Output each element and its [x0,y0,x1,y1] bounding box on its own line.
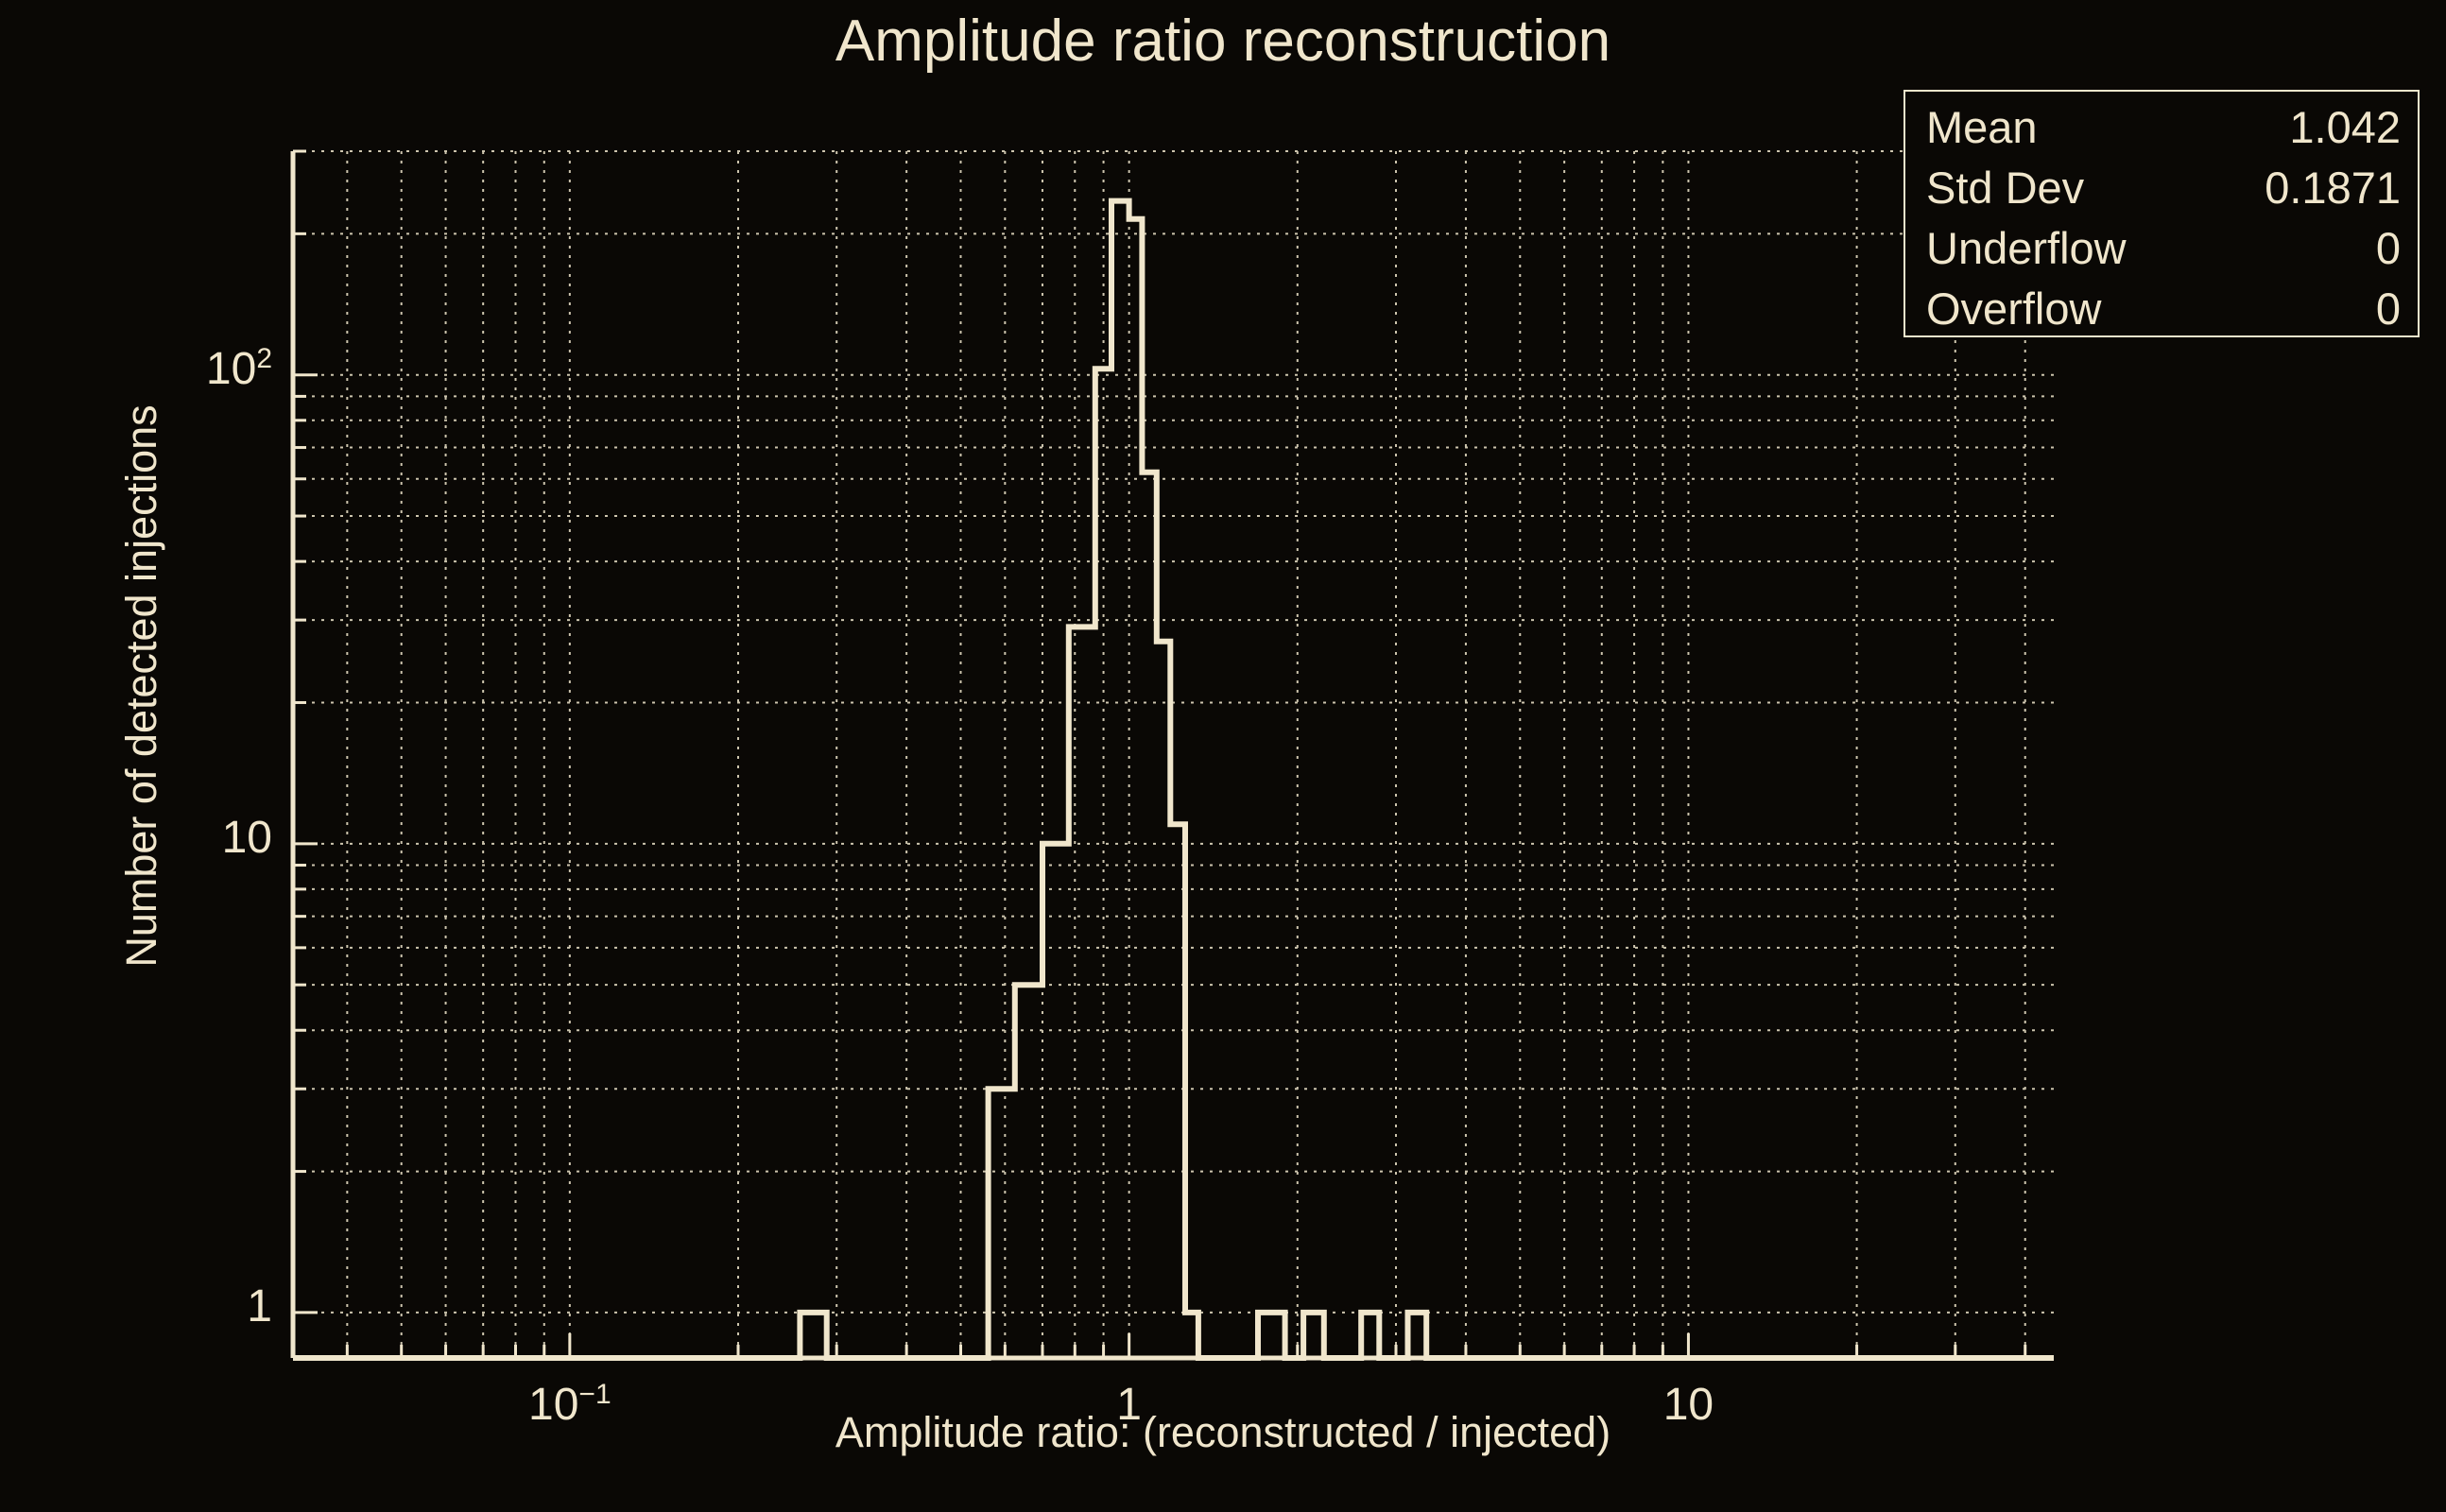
statistics-box: Mean 1.042 Std Dev 0.1871 Underflow 0 Ov… [1903,90,2420,337]
stat-row: Mean 1.042 [1926,97,2401,158]
y-tick-label-1: 10 [221,812,272,863]
x-tick-label-0: 10−1 [528,1379,612,1430]
stat-label: Underflow [1926,223,2127,273]
tick-marks [293,149,2027,1358]
stat-row: Std Dev 0.1871 [1926,158,2401,218]
x-tick-label-2: 10 [1662,1380,1714,1430]
grid-lines [293,150,2054,1358]
stat-row: Underflow 0 [1926,218,2401,279]
stat-label: Overflow [1926,284,2102,334]
y-axis-title: Number of detected injections [117,404,165,968]
stat-label: Mean [1926,102,2038,152]
x-tick-label-1: 1 [1116,1380,1142,1430]
x-axis-title: Amplitude ratio: (reconstructed / inject… [835,1408,1611,1456]
stat-value: 0.1871 [2265,163,2401,213]
y-tick-label-0: 1 [247,1280,272,1332]
stat-value: 0 [2375,223,2401,273]
axis-frame [290,151,2054,1361]
histogram-outline [293,198,2054,1361]
stat-value: 1.042 [2289,102,2401,152]
stat-row: Overflow 0 [1926,279,2401,339]
y-tick-label-2: 102 [205,342,272,394]
stat-label: Std Dev [1926,163,2085,213]
stat-value: 0 [2375,284,2401,334]
page-title: Amplitude ratio reconstruction [835,9,1611,74]
